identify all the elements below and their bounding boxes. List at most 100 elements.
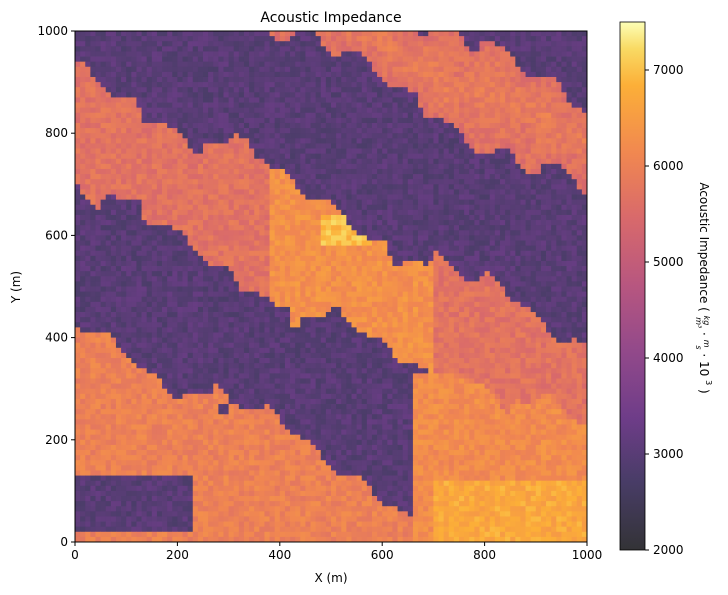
heatmap-cell: [243, 102, 250, 109]
heatmap-cell: [238, 102, 245, 109]
heatmap-cell: [448, 179, 455, 185]
heatmap-cell: [80, 168, 86, 175]
heatmap-cell: [233, 163, 240, 170]
heatmap-cell: [95, 122, 101, 129]
heatmap-cell: [300, 143, 306, 149]
heatmap-cell: [510, 235, 516, 241]
heatmap-cell: [110, 143, 117, 149]
heatmap-cell: [510, 138, 516, 144]
heatmap-cell: [371, 97, 378, 103]
heatmap-cell: [203, 230, 209, 236]
heatmap-cell: [115, 174, 122, 180]
heatmap-cell: [228, 66, 235, 73]
heatmap-cell: [438, 240, 445, 247]
heatmap-cell: [115, 235, 122, 241]
heatmap-cell: [387, 281, 393, 287]
heatmap-cell: [197, 158, 204, 165]
heatmap-cell: [151, 76, 158, 83]
heatmap-cell: [356, 271, 363, 277]
heatmap-cell: [310, 255, 317, 262]
heatmap-cell: [571, 66, 578, 73]
heatmap-cell: [433, 235, 439, 241]
heatmap-cell: [510, 225, 516, 231]
heatmap-cell: [233, 266, 240, 272]
heatmap-cell: [474, 107, 480, 114]
heatmap-cell: [418, 225, 424, 231]
heatmap-cell: [423, 194, 429, 201]
heatmap-cell: [341, 36, 347, 42]
heatmap-cell: [269, 194, 276, 201]
heatmap-cell: [284, 97, 291, 103]
heatmap-cell: [402, 255, 409, 262]
heatmap-cell: [279, 92, 286, 98]
heatmap-cell: [428, 61, 434, 68]
heatmap-cell: [581, 240, 588, 247]
heatmap-cell: [136, 214, 142, 221]
heatmap-cell: [325, 209, 332, 216]
heatmap-cell: [382, 194, 388, 201]
heatmap-cell: [371, 266, 378, 272]
heatmap-cell: [489, 107, 496, 114]
heatmap-cell: [80, 245, 86, 252]
heatmap-cell: [238, 122, 245, 129]
heatmap-cell: [269, 255, 276, 262]
heatmap-cell: [540, 82, 547, 88]
heatmap-cell: [469, 260, 475, 267]
heatmap-cell: [423, 71, 429, 78]
heatmap-cell: [75, 199, 81, 206]
heatmap-cell: [546, 128, 552, 134]
heatmap-cell: [484, 138, 491, 144]
heatmap-cell: [402, 235, 409, 241]
heatmap-cell: [418, 199, 424, 206]
heatmap-cell: [479, 41, 485, 47]
heatmap-cell: [387, 276, 393, 282]
heatmap-cell: [377, 266, 383, 272]
heatmap-cell: [392, 158, 398, 165]
heatmap-cell: [325, 148, 332, 155]
heatmap-cell: [233, 153, 240, 160]
heatmap-cell: [346, 230, 352, 236]
heatmap-cell: [85, 138, 91, 144]
heatmap-cell: [310, 194, 317, 201]
heatmap-cell: [264, 199, 270, 206]
heatmap-cell: [182, 148, 189, 155]
heatmap-cell: [382, 260, 388, 267]
heatmap-cell: [433, 168, 439, 175]
heatmap-cell: [402, 168, 409, 175]
heatmap-cell: [387, 184, 393, 190]
heatmap-cell: [402, 102, 409, 109]
heatmap-cell: [223, 235, 229, 241]
heatmap-cell: [269, 61, 276, 68]
heatmap-cell: [151, 230, 158, 236]
heatmap-cell: [571, 36, 578, 42]
heatmap-cell: [556, 271, 562, 277]
heatmap-cell: [305, 240, 311, 247]
heatmap-cell: [392, 163, 398, 170]
heatmap-cell: [279, 31, 286, 37]
heatmap-cell: [459, 189, 465, 195]
heatmap-cell: [423, 266, 429, 272]
heatmap-cell: [556, 194, 562, 201]
heatmap-cell: [105, 66, 112, 73]
heatmap-cell: [218, 260, 224, 267]
heatmap-cell: [371, 107, 378, 114]
heatmap-cell: [459, 174, 465, 180]
heatmap-cell: [182, 276, 189, 282]
heatmap-cell: [397, 276, 404, 282]
heatmap-cell: [459, 220, 465, 226]
heatmap-cell: [546, 143, 552, 149]
heatmap-cell: [264, 102, 270, 109]
heatmap-cell: [336, 225, 342, 231]
heatmap-cell: [121, 143, 127, 149]
heatmap-cell: [197, 117, 204, 124]
heatmap-cell: [115, 138, 122, 144]
heatmap-cell: [177, 235, 183, 241]
heatmap-cell: [75, 66, 81, 73]
heatmap-cell: [249, 240, 255, 247]
heatmap-cell: [141, 266, 148, 272]
heatmap-cell: [423, 163, 429, 170]
heatmap-cell: [566, 158, 573, 165]
heatmap-cell: [438, 36, 445, 42]
heatmap-cell: [223, 51, 229, 57]
heatmap-cell: [459, 112, 465, 119]
